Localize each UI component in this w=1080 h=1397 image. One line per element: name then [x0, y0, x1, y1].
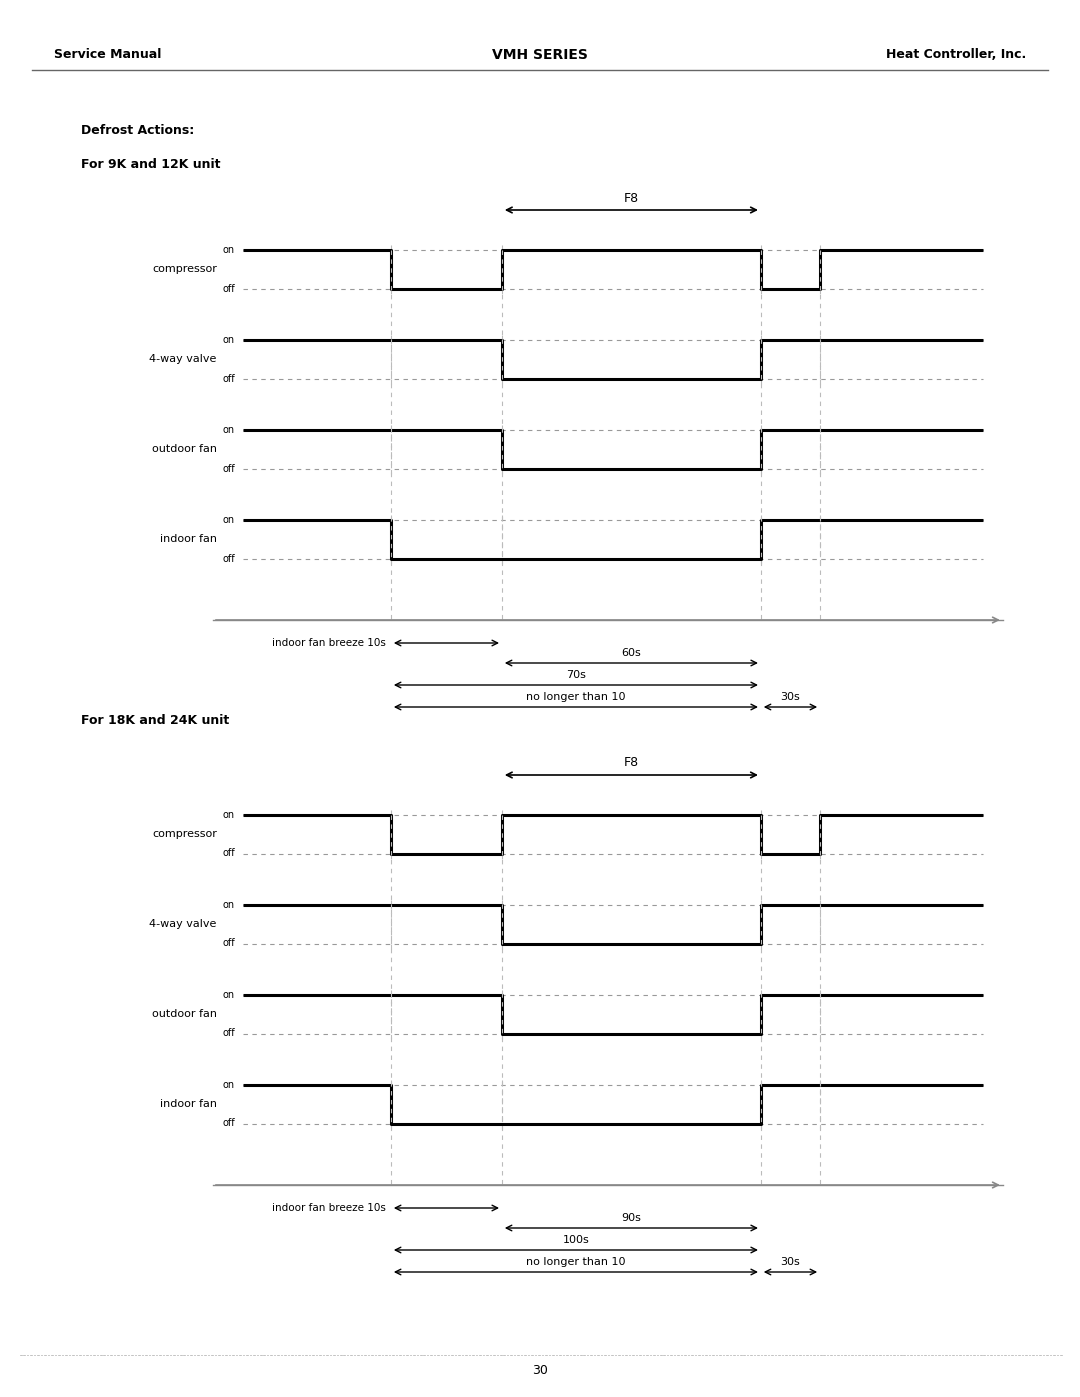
Text: 90s: 90s: [621, 1213, 642, 1222]
Text: Service Manual: Service Manual: [54, 49, 161, 61]
Text: F8: F8: [624, 191, 639, 204]
Text: 4-way valve: 4-way valve: [149, 919, 217, 929]
Text: off: off: [222, 553, 235, 563]
Text: no longer than 10: no longer than 10: [526, 692, 625, 703]
Text: indoor fan: indoor fan: [160, 534, 217, 545]
Text: 30: 30: [532, 1363, 548, 1376]
Text: Defrost Actions:: Defrost Actions:: [81, 123, 194, 137]
Text: Heat Controller, Inc.: Heat Controller, Inc.: [886, 49, 1026, 61]
Text: indoor fan: indoor fan: [160, 1099, 217, 1109]
Text: no longer than 10: no longer than 10: [526, 1257, 625, 1267]
Text: 100s: 100s: [563, 1235, 590, 1245]
Text: 30s: 30s: [781, 692, 800, 703]
Text: off: off: [222, 1119, 235, 1129]
Text: off: off: [222, 848, 235, 859]
Text: on: on: [222, 425, 235, 434]
Text: on: on: [222, 335, 235, 345]
Text: on: on: [222, 990, 235, 1000]
Text: For 18K and 24K unit: For 18K and 24K unit: [81, 714, 229, 726]
Text: on: on: [222, 515, 235, 525]
Text: 4-way valve: 4-way valve: [149, 355, 217, 365]
Text: off: off: [222, 284, 235, 293]
Text: off: off: [222, 939, 235, 949]
Text: on: on: [222, 1080, 235, 1090]
Text: on: on: [222, 900, 235, 909]
Text: off: off: [222, 1028, 235, 1038]
Text: on: on: [222, 810, 235, 820]
Text: F8: F8: [624, 757, 639, 770]
Text: indoor fan breeze 10s: indoor fan breeze 10s: [272, 638, 386, 648]
Text: 70s: 70s: [566, 671, 585, 680]
Text: off: off: [222, 373, 235, 384]
Text: outdoor fan: outdoor fan: [152, 444, 217, 454]
Text: compressor: compressor: [152, 264, 217, 274]
Text: compressor: compressor: [152, 830, 217, 840]
Text: off: off: [222, 464, 235, 474]
Text: 30s: 30s: [781, 1257, 800, 1267]
Text: indoor fan breeze 10s: indoor fan breeze 10s: [272, 1203, 386, 1213]
Text: VMH SERIES: VMH SERIES: [492, 47, 588, 61]
Text: on: on: [222, 244, 235, 256]
Text: outdoor fan: outdoor fan: [152, 1009, 217, 1020]
Text: 60s: 60s: [621, 648, 642, 658]
Text: For 9K and 12K unit: For 9K and 12K unit: [81, 158, 220, 172]
